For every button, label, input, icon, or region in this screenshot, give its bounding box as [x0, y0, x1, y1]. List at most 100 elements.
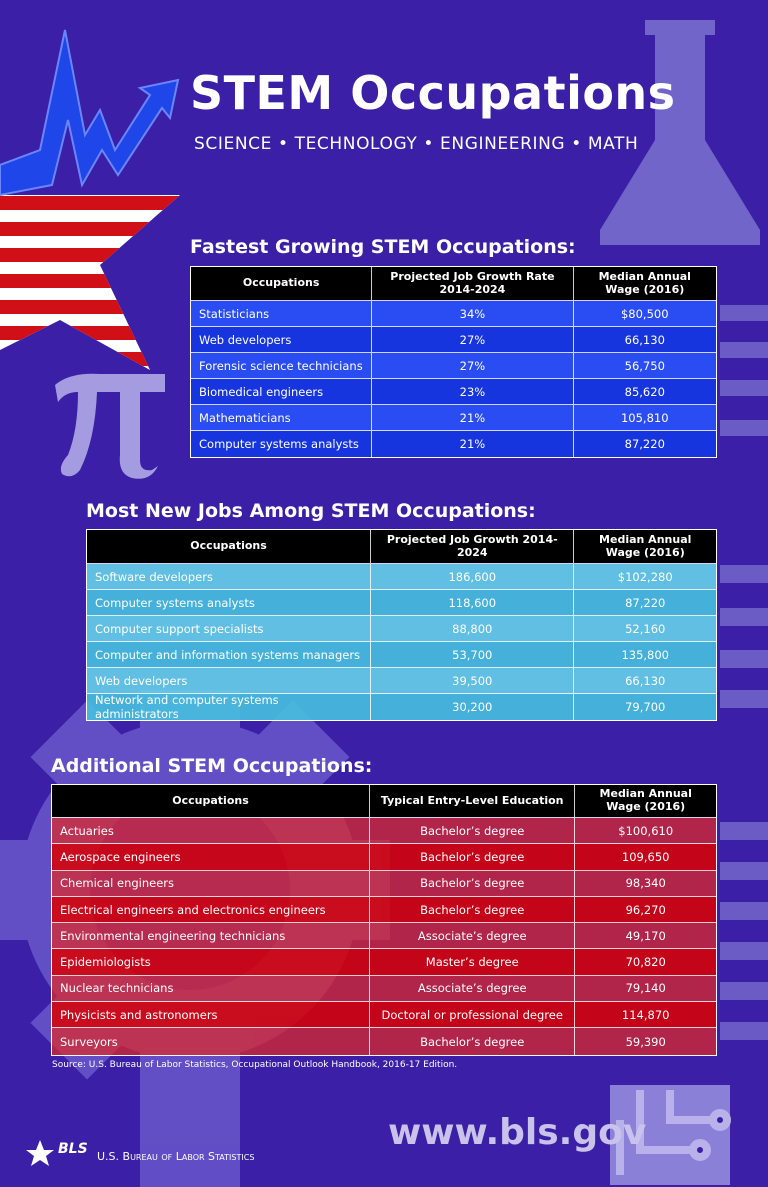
table-cell: Computer and information systems manager…	[87, 642, 372, 667]
table-cell: Environmental engineering technicians	[52, 923, 371, 949]
table-cell: Web developers	[191, 327, 373, 352]
header-row: Occupations Projected Job Growth 2014-202…	[87, 530, 716, 564]
table-cell: Bachelor’s degree	[370, 844, 576, 870]
table-row: Mathematicians 21% 105,810	[191, 405, 716, 431]
table-cell: 39,500	[371, 668, 575, 693]
table-cell: Forensic science technicians	[191, 353, 373, 378]
table-row: Computer support specialists 88,800 52,160	[87, 616, 716, 642]
column-header: Occupations	[52, 785, 371, 817]
table-cell: Computer systems analysts	[87, 590, 372, 615]
column-header: Typical Entry-Level Education	[370, 785, 576, 817]
star	[0, 195, 180, 380]
table-cell: Statisticians	[191, 301, 373, 326]
column-header: Projected Job Growth Rate 2014-2024	[372, 267, 574, 300]
title: STEM Occupations	[190, 66, 676, 120]
table-cell: Surveyors	[52, 1028, 371, 1055]
table-row: Computer and information systems manager…	[87, 642, 716, 668]
table-row: Web developers 39,500 66,130	[87, 668, 716, 694]
header-row: Occupations Projected Job Growth Rate 201…	[191, 267, 716, 301]
table-cell: 79,700	[625, 700, 666, 714]
table-cell: $100,610	[618, 823, 674, 838]
table-cell: 79,140	[625, 981, 666, 996]
website-url: www.bls.gov	[388, 1112, 647, 1153]
table-row: Aerospace engineers Bachelor’s degree 109,…	[52, 844, 716, 871]
table-cell: 87,220	[625, 595, 666, 610]
subtitle: SCIENCE • TECHNOLOGY • ENGINEERING • MAT…	[194, 134, 639, 154]
column-header: Median Annual Wage (2016)	[573, 267, 716, 300]
table-cell: Actuaries	[52, 818, 371, 844]
table-cell: Mathematicians	[191, 405, 373, 430]
table-row: Network and computer systems administrat…	[87, 693, 716, 721]
table-cell: 52,160	[625, 621, 666, 636]
table-cell: 34%	[372, 301, 574, 326]
table-cell: 56,750	[624, 358, 665, 373]
table-row: Epidemiologists Master’s degree 70,820	[52, 949, 716, 976]
table-cell: 49,170	[625, 928, 666, 943]
table-cell: Bachelor’s degree	[370, 896, 576, 923]
table-cell: 66,130	[624, 332, 665, 347]
table-cell: 21%	[372, 431, 574, 457]
chart-arrow	[0, 29, 180, 197]
table-cell: 85,620	[624, 384, 665, 399]
table-cell: Network and computer systems administrat…	[87, 693, 372, 721]
table-row: Biomedical engineers 23% 85,620	[191, 379, 716, 405]
table-heading: Most New Jobs Among STEM Occupations:	[86, 500, 536, 522]
table-cell: 23%	[372, 379, 574, 404]
table-cell: Aerospace engineers	[52, 844, 371, 870]
column-header: Projected Job Growth 2014-2024	[371, 530, 575, 563]
logo-star	[26, 1140, 54, 1166]
table-cell: Computer systems analysts	[191, 431, 373, 457]
table-cell: 118,600	[371, 590, 575, 615]
table-cell: 21%	[372, 405, 574, 430]
agency-name: U.S. Bureau of Labor Statistics	[97, 1150, 255, 1163]
table-row: Surveyors Bachelor’s degree 59,390	[52, 1028, 716, 1055]
table-cell: 114,870	[621, 1007, 670, 1022]
table-cell: Physicists and astronomers	[52, 1002, 371, 1028]
table-cell: 87,220	[624, 437, 665, 451]
table: Occupations Projected Job Growth 2014-202…	[86, 529, 717, 721]
table-cell: Associate’s degree	[370, 975, 576, 1002]
table: Occupations Typical Entry-Level Education…	[51, 784, 717, 1056]
table-heading: Fastest Growing STEM Occupations:	[190, 236, 576, 258]
table-cell: $80,500	[620, 306, 669, 321]
table-cell: Epidemiologists	[52, 949, 371, 975]
flask	[600, 20, 760, 245]
table-cell: Master’s degree	[370, 949, 576, 975]
table-heading: Additional STEM Occupations:	[51, 755, 373, 777]
table-row: Statisticians 34% $80,500	[191, 301, 716, 327]
table-cell: 109,650	[621, 849, 670, 864]
logo-text: BLS	[58, 1141, 88, 1157]
column-header: Occupations	[87, 530, 372, 563]
table-cell: 30,200	[371, 694, 575, 720]
table-cell: $102,280	[617, 569, 673, 584]
table-row: Actuaries Bachelor’s degree $100,610	[52, 818, 716, 845]
table-row: Nuclear technicians Associate’s degree 79,…	[52, 975, 716, 1003]
table-cell: 27%	[372, 353, 574, 378]
table-row: Forensic science technicians 27% 56,750	[191, 353, 716, 379]
source-note: Source: U.S. Bureau of Labor Statistics,…	[52, 1060, 458, 1070]
table-row: Computer systems analysts 118,600 87,220	[87, 590, 716, 616]
table-cell: Software developers	[87, 564, 372, 589]
column-header: Occupations	[191, 267, 373, 300]
table-cell: Bachelor’s degree	[370, 870, 576, 896]
table-cell: Computer support specialists	[87, 616, 372, 641]
table-cell: 88,800	[371, 616, 575, 641]
table-cell: 27%	[372, 327, 574, 352]
table-cell: Associate’s degree	[370, 923, 576, 949]
column-header: Median Annual Wage (2016)	[575, 785, 716, 817]
side-bars	[720, 305, 768, 1040]
table-cell: Biomedical engineers	[191, 379, 373, 404]
table-cell: Nuclear technicians	[52, 975, 371, 1002]
table-cell: 105,810	[620, 410, 669, 425]
table-cell: 186,600	[371, 564, 575, 589]
table-cell: 59,390	[625, 1034, 666, 1049]
table-row: Chemical engineers Bachelor’s degree 98,34…	[52, 870, 716, 897]
table-cell: Electrical engineers and electronics eng…	[52, 896, 371, 923]
table-row: Software developers 186,600 $102,280	[87, 564, 716, 590]
table-cell: 98,340	[625, 876, 666, 891]
table-cell: 96,270	[625, 902, 666, 917]
table-row: Environmental engineering technicians Ass…	[52, 923, 716, 950]
table-cell: 70,820	[625, 955, 666, 970]
table-cell: 135,800	[621, 647, 669, 662]
